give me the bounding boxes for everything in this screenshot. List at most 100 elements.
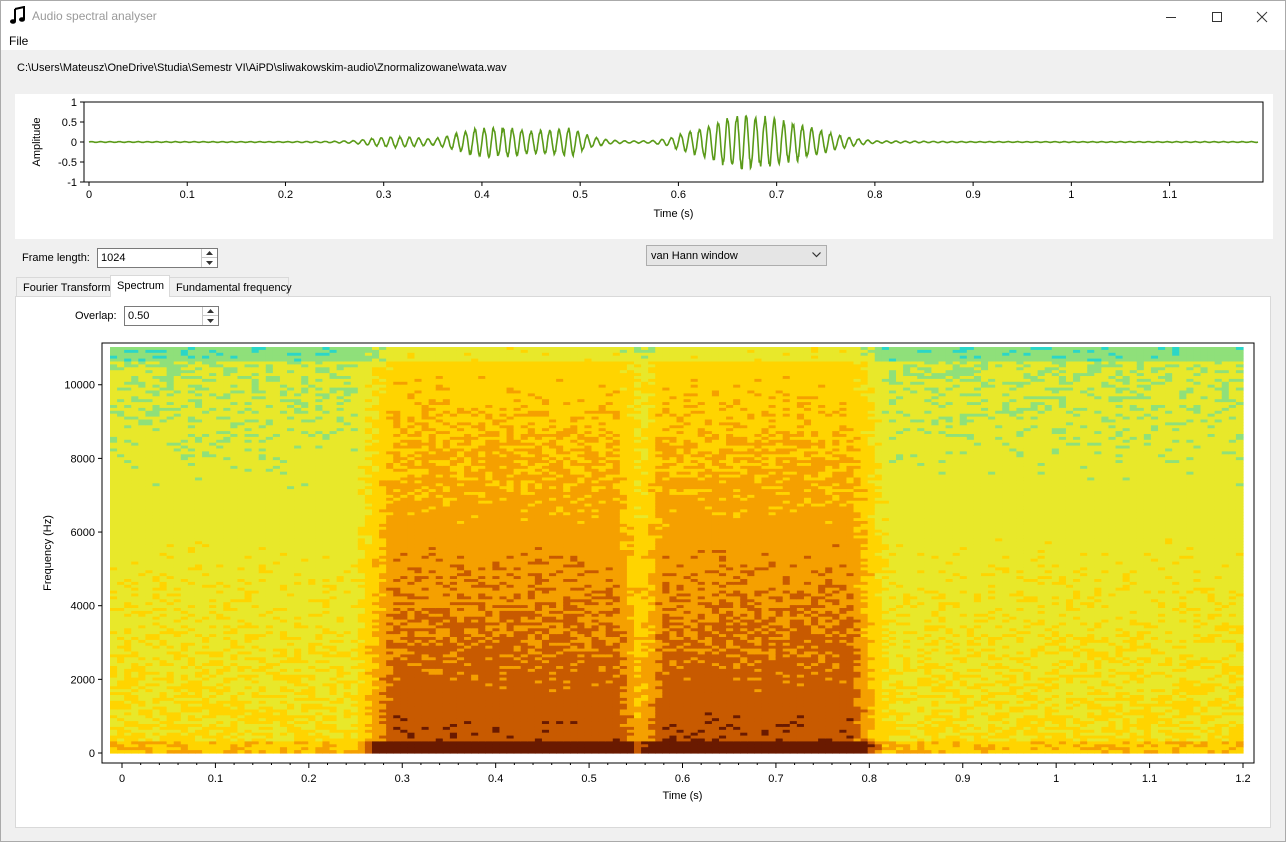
window-type-select[interactable]: van Hann window	[646, 245, 827, 266]
heatmap-cell	[230, 564, 239, 568]
heatmap-cell	[301, 474, 309, 479]
heatmap-cell	[194, 579, 203, 583]
heatmap-cell	[187, 674, 196, 679]
menu-file[interactable]: File	[9, 34, 28, 48]
heatmap-cell	[223, 448, 231, 452]
overlap-stepper[interactable]	[202, 307, 218, 325]
heatmap-cell	[301, 402, 309, 406]
tab-fourier-transform[interactable]: Fourier Transform	[16, 277, 111, 297]
heatmap-cell	[180, 738, 189, 742]
heatmap-cell	[301, 625, 309, 629]
heatmap-cell	[159, 512, 168, 516]
heatmap-cell	[110, 480, 118, 484]
heatmap-cell	[223, 512, 231, 516]
heatmap-cell	[265, 352, 274, 357]
heatmap-cell	[159, 402, 168, 406]
heatmap-cell	[209, 564, 217, 568]
heatmap-cell	[230, 663, 239, 667]
heatmap-cell	[237, 541, 246, 545]
spin-down-icon[interactable]	[202, 258, 217, 267]
heatmap-cell	[180, 465, 189, 470]
heatmap-cell	[173, 726, 182, 731]
spin-up-icon[interactable]	[203, 307, 218, 316]
heatmap-cell	[194, 703, 203, 708]
heatmap-cell	[145, 419, 154, 423]
heatmap-cell	[187, 529, 196, 534]
heatmap-cell	[110, 468, 118, 473]
heatmap-cell	[301, 619, 309, 624]
frame-length-stepper[interactable]	[201, 249, 217, 267]
minimize-button[interactable]	[1148, 1, 1194, 32]
heatmap-cell	[265, 373, 274, 377]
heatmap-cell	[244, 692, 253, 696]
heatmap-cell	[124, 558, 132, 563]
heatmap-cell	[279, 729, 288, 734]
spin-up-icon[interactable]	[202, 249, 217, 258]
heatmap-cell	[223, 622, 231, 626]
heatmap-cell	[265, 724, 274, 728]
heatmap-cell	[145, 741, 154, 745]
heatmap-cell	[272, 686, 281, 690]
heatmap-cell	[265, 695, 274, 699]
heatmap-cell	[117, 634, 125, 638]
heatmap-cell	[124, 564, 132, 568]
heatmap-cell	[223, 460, 231, 464]
heatmap-cell	[159, 732, 168, 737]
overlap-input[interactable]: 0.50	[124, 306, 219, 326]
heatmap-cell	[173, 689, 182, 693]
heatmap-cell	[265, 451, 274, 455]
heatmap-cell	[145, 436, 154, 441]
heatmap-cell	[223, 477, 231, 481]
heatmap-cell	[237, 454, 246, 458]
heatmap-cell	[294, 442, 302, 447]
heatmap-cell	[251, 619, 260, 624]
heatmap-cell	[287, 445, 295, 450]
heatmap-cell	[180, 515, 189, 519]
heatmap-cell	[145, 518, 154, 522]
heatmap-cell	[287, 622, 295, 626]
heatmap-cell	[159, 352, 168, 357]
heatmap-cell	[124, 425, 132, 429]
heatmap-cell	[279, 726, 288, 731]
heatmap-cell	[159, 558, 168, 563]
heatmap-cell	[173, 497, 182, 502]
heatmap-cell	[230, 596, 239, 600]
heatmap-cell	[159, 677, 168, 682]
heatmap-cell	[230, 355, 239, 360]
close-button[interactable]	[1239, 1, 1285, 32]
heatmap-cell	[294, 352, 302, 357]
heatmap-cell	[258, 541, 267, 545]
heatmap-cell	[230, 602, 239, 606]
tab-fundamental-frequency[interactable]: Fundamental frequency	[169, 277, 292, 297]
heatmap-cell	[279, 465, 288, 470]
heatmap-cell	[237, 605, 246, 609]
heatmap-cell	[159, 596, 168, 600]
heatmap-cell	[216, 634, 224, 638]
heatmap-cell	[230, 657, 239, 661]
heatmap-cell	[272, 590, 281, 595]
heatmap-cell	[145, 550, 154, 554]
heatmap-cell	[187, 523, 196, 528]
heatmap-cell	[251, 610, 260, 615]
frame-length-input[interactable]: 1024	[97, 248, 218, 268]
heatmap-cell	[287, 750, 295, 754]
tab-spectrum[interactable]: Spectrum	[110, 275, 170, 297]
heatmap-cell	[279, 381, 288, 386]
heatmap-cell	[244, 552, 253, 557]
heatmap-cell	[230, 532, 239, 537]
heatmap-cell	[166, 483, 175, 487]
heatmap-cell	[138, 399, 147, 403]
maximize-button[interactable]	[1194, 1, 1240, 32]
heatmap-cell	[258, 480, 267, 484]
spin-down-icon[interactable]	[203, 316, 218, 325]
heatmap-cell	[230, 558, 239, 563]
heatmap-cell	[131, 367, 139, 371]
heatmap-cell	[279, 538, 288, 542]
heatmap-cell	[244, 547, 253, 551]
heatmap-cell	[138, 364, 147, 368]
heatmap-cell	[294, 428, 302, 432]
heatmap-cell	[194, 445, 203, 450]
heatmap-cell	[230, 741, 239, 745]
heatmap-cell	[110, 402, 118, 406]
heatmap-cell	[124, 729, 132, 734]
